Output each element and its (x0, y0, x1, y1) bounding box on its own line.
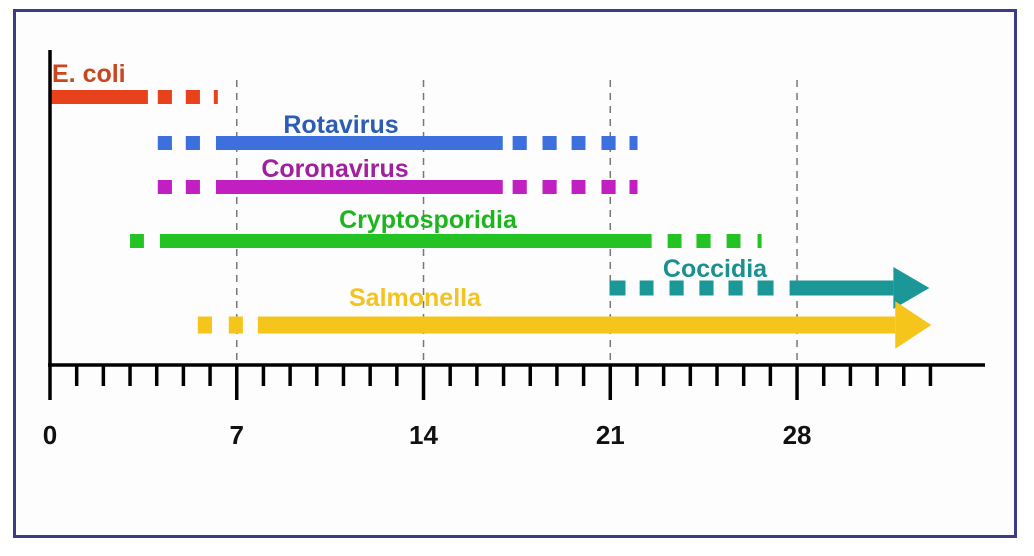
series-label: E. coli (52, 60, 126, 88)
series-dash-segment (185, 180, 200, 194)
series-label: Rotavirus (283, 111, 398, 139)
arrowhead-icon (895, 301, 932, 349)
series-dash-segment (609, 280, 626, 296)
series-dash-segment (571, 136, 586, 150)
series-dash-segment (571, 180, 586, 194)
series-label: Cryptosporidia (339, 206, 518, 234)
series-dash-segment (512, 136, 527, 150)
series-label: Coronavirus (261, 155, 408, 183)
series-dash-segment (601, 180, 616, 194)
series-dash-segment (185, 90, 200, 104)
series-dash-segment (197, 316, 212, 334)
x-tick-label: 14 (409, 420, 438, 450)
series-label: Salmonella (349, 284, 482, 312)
x-tick-label: 21 (596, 420, 625, 450)
series-bar-segment (159, 234, 652, 248)
series-dash-segment (639, 280, 654, 296)
series-dash-segment (629, 180, 638, 194)
series-bar-segment (215, 180, 503, 194)
series-bar-segment (215, 136, 503, 150)
arrowhead-icon (893, 267, 930, 309)
series-bar-segment (50, 90, 148, 104)
series-bar-segment (789, 280, 894, 296)
series-dash-segment (696, 234, 711, 248)
chart-frame (13, 9, 1017, 538)
series-dash-segment (512, 180, 527, 194)
series-dash-segment (228, 316, 243, 334)
series-dash-segment (757, 280, 774, 296)
series-dash-segment (629, 136, 638, 150)
x-tick-label: 7 (230, 420, 244, 450)
series-dash-segment (185, 136, 200, 150)
series-dash-segment (542, 180, 557, 194)
series-label: Coccidia (663, 255, 768, 283)
series-dash-segment (726, 234, 741, 248)
series-dash-segment (542, 136, 557, 150)
series-dash-segment (213, 90, 218, 104)
x-tick-label: 28 (783, 420, 812, 450)
series-dash-segment (157, 180, 172, 194)
series-dash-segment (157, 90, 172, 104)
series-dash-segment (130, 234, 144, 248)
series-dash-segment (669, 280, 684, 296)
series-dash-segment (728, 280, 743, 296)
series-dash-segment (699, 280, 714, 296)
series-bar-segment (257, 316, 896, 334)
x-tick-label: 0 (43, 420, 57, 450)
series-dash-segment (667, 234, 682, 248)
series-dash-segment (601, 136, 616, 150)
series-dash-segment (757, 234, 762, 248)
series-dash-segment (157, 136, 172, 150)
